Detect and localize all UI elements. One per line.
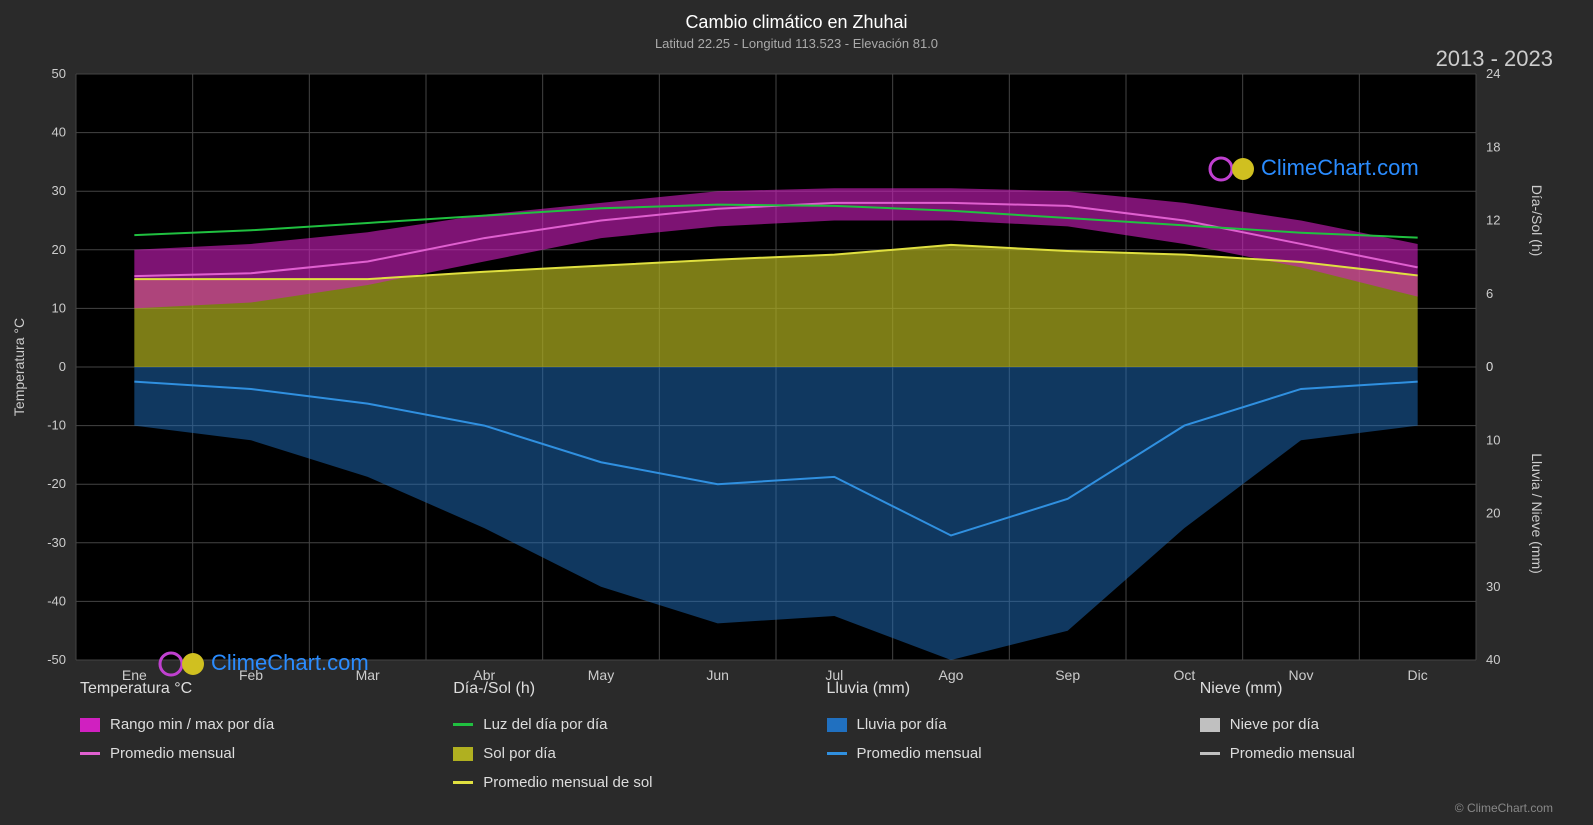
legend: Temperatura °C Rango min / max por día Pro… bbox=[80, 680, 1553, 791]
svg-text:6: 6 bbox=[1486, 286, 1493, 301]
svg-text:-40: -40 bbox=[47, 593, 66, 608]
svg-text:30: 30 bbox=[1486, 579, 1500, 594]
svg-text:30: 30 bbox=[52, 183, 66, 198]
copyright: © ClimeChart.com bbox=[1455, 801, 1553, 815]
svg-text:20: 20 bbox=[52, 242, 66, 257]
legend-swatch bbox=[80, 718, 100, 732]
legend-swatch bbox=[827, 752, 847, 755]
legend-group: Temperatura °C Rango min / max por día Pro… bbox=[80, 680, 433, 791]
svg-text:40: 40 bbox=[1486, 652, 1500, 667]
legend-item: Sol por día bbox=[453, 745, 806, 762]
legend-group: Día-/Sol (h) Luz del día por día Sol por d… bbox=[453, 680, 806, 791]
svg-text:18: 18 bbox=[1486, 139, 1500, 154]
legend-label: Lluvia por día bbox=[857, 716, 947, 733]
svg-text:0: 0 bbox=[1486, 359, 1493, 374]
legend-swatch bbox=[80, 752, 100, 755]
svg-text:ClimeChart.com: ClimeChart.com bbox=[1261, 155, 1419, 180]
svg-text:10: 10 bbox=[52, 300, 66, 315]
chart-container: Cambio climático en Zhuhai Latitud 22.25… bbox=[0, 0, 1593, 825]
legend-item: Promedio mensual bbox=[1200, 745, 1553, 762]
svg-text:Lluvia / Nieve (mm): Lluvia / Nieve (mm) bbox=[1529, 453, 1545, 574]
legend-label: Sol por día bbox=[483, 745, 556, 762]
legend-label: Luz del día por día bbox=[483, 716, 607, 733]
legend-item: Promedio mensual bbox=[80, 745, 433, 762]
legend-swatch bbox=[453, 747, 473, 761]
svg-text:-50: -50 bbox=[47, 652, 66, 667]
legend-label: Promedio mensual bbox=[110, 745, 235, 762]
legend-item: Promedio mensual de sol bbox=[453, 774, 806, 791]
svg-text:-20: -20 bbox=[47, 476, 66, 491]
svg-text:12: 12 bbox=[1486, 213, 1500, 228]
svg-text:24: 24 bbox=[1486, 66, 1500, 81]
svg-text:20: 20 bbox=[1486, 506, 1500, 521]
svg-text:-30: -30 bbox=[47, 535, 66, 550]
legend-swatch bbox=[453, 781, 473, 784]
legend-label: Rango min / max por día bbox=[110, 716, 274, 733]
svg-text:40: 40 bbox=[52, 125, 66, 140]
legend-label: Nieve por día bbox=[1230, 716, 1319, 733]
legend-group: Lluvia (mm) Lluvia por día Promedio mensua… bbox=[827, 680, 1180, 791]
svg-text:ClimeChart.com: ClimeChart.com bbox=[211, 650, 369, 675]
svg-text:0: 0 bbox=[59, 359, 66, 374]
legend-item: Promedio mensual bbox=[827, 745, 1180, 762]
legend-group: Nieve (mm) Nieve por día Promedio mensual bbox=[1200, 680, 1553, 791]
legend-group-title: Temperatura °C bbox=[80, 680, 433, 698]
legend-swatch bbox=[1200, 718, 1220, 732]
legend-swatch bbox=[453, 723, 473, 726]
legend-item: Nieve por día bbox=[1200, 716, 1553, 733]
svg-text:Temperatura °C: Temperatura °C bbox=[11, 318, 27, 416]
legend-group-title: Lluvia (mm) bbox=[827, 680, 1180, 698]
legend-item: Lluvia por día bbox=[827, 716, 1180, 733]
svg-text:Día-/Sol (h): Día-/Sol (h) bbox=[1529, 185, 1545, 257]
legend-label: Promedio mensual bbox=[1230, 745, 1355, 762]
legend-group-title: Nieve (mm) bbox=[1200, 680, 1553, 698]
legend-item: Rango min / max por día bbox=[80, 716, 433, 733]
svg-text:-10: -10 bbox=[47, 418, 66, 433]
legend-swatch bbox=[827, 718, 847, 732]
svg-text:10: 10 bbox=[1486, 432, 1500, 447]
legend-label: Promedio mensual de sol bbox=[483, 774, 652, 791]
legend-label: Promedio mensual bbox=[857, 745, 982, 762]
legend-group-title: Día-/Sol (h) bbox=[453, 680, 806, 698]
legend-item: Luz del día por día bbox=[453, 716, 806, 733]
legend-swatch bbox=[1200, 752, 1220, 755]
svg-text:50: 50 bbox=[52, 66, 66, 81]
